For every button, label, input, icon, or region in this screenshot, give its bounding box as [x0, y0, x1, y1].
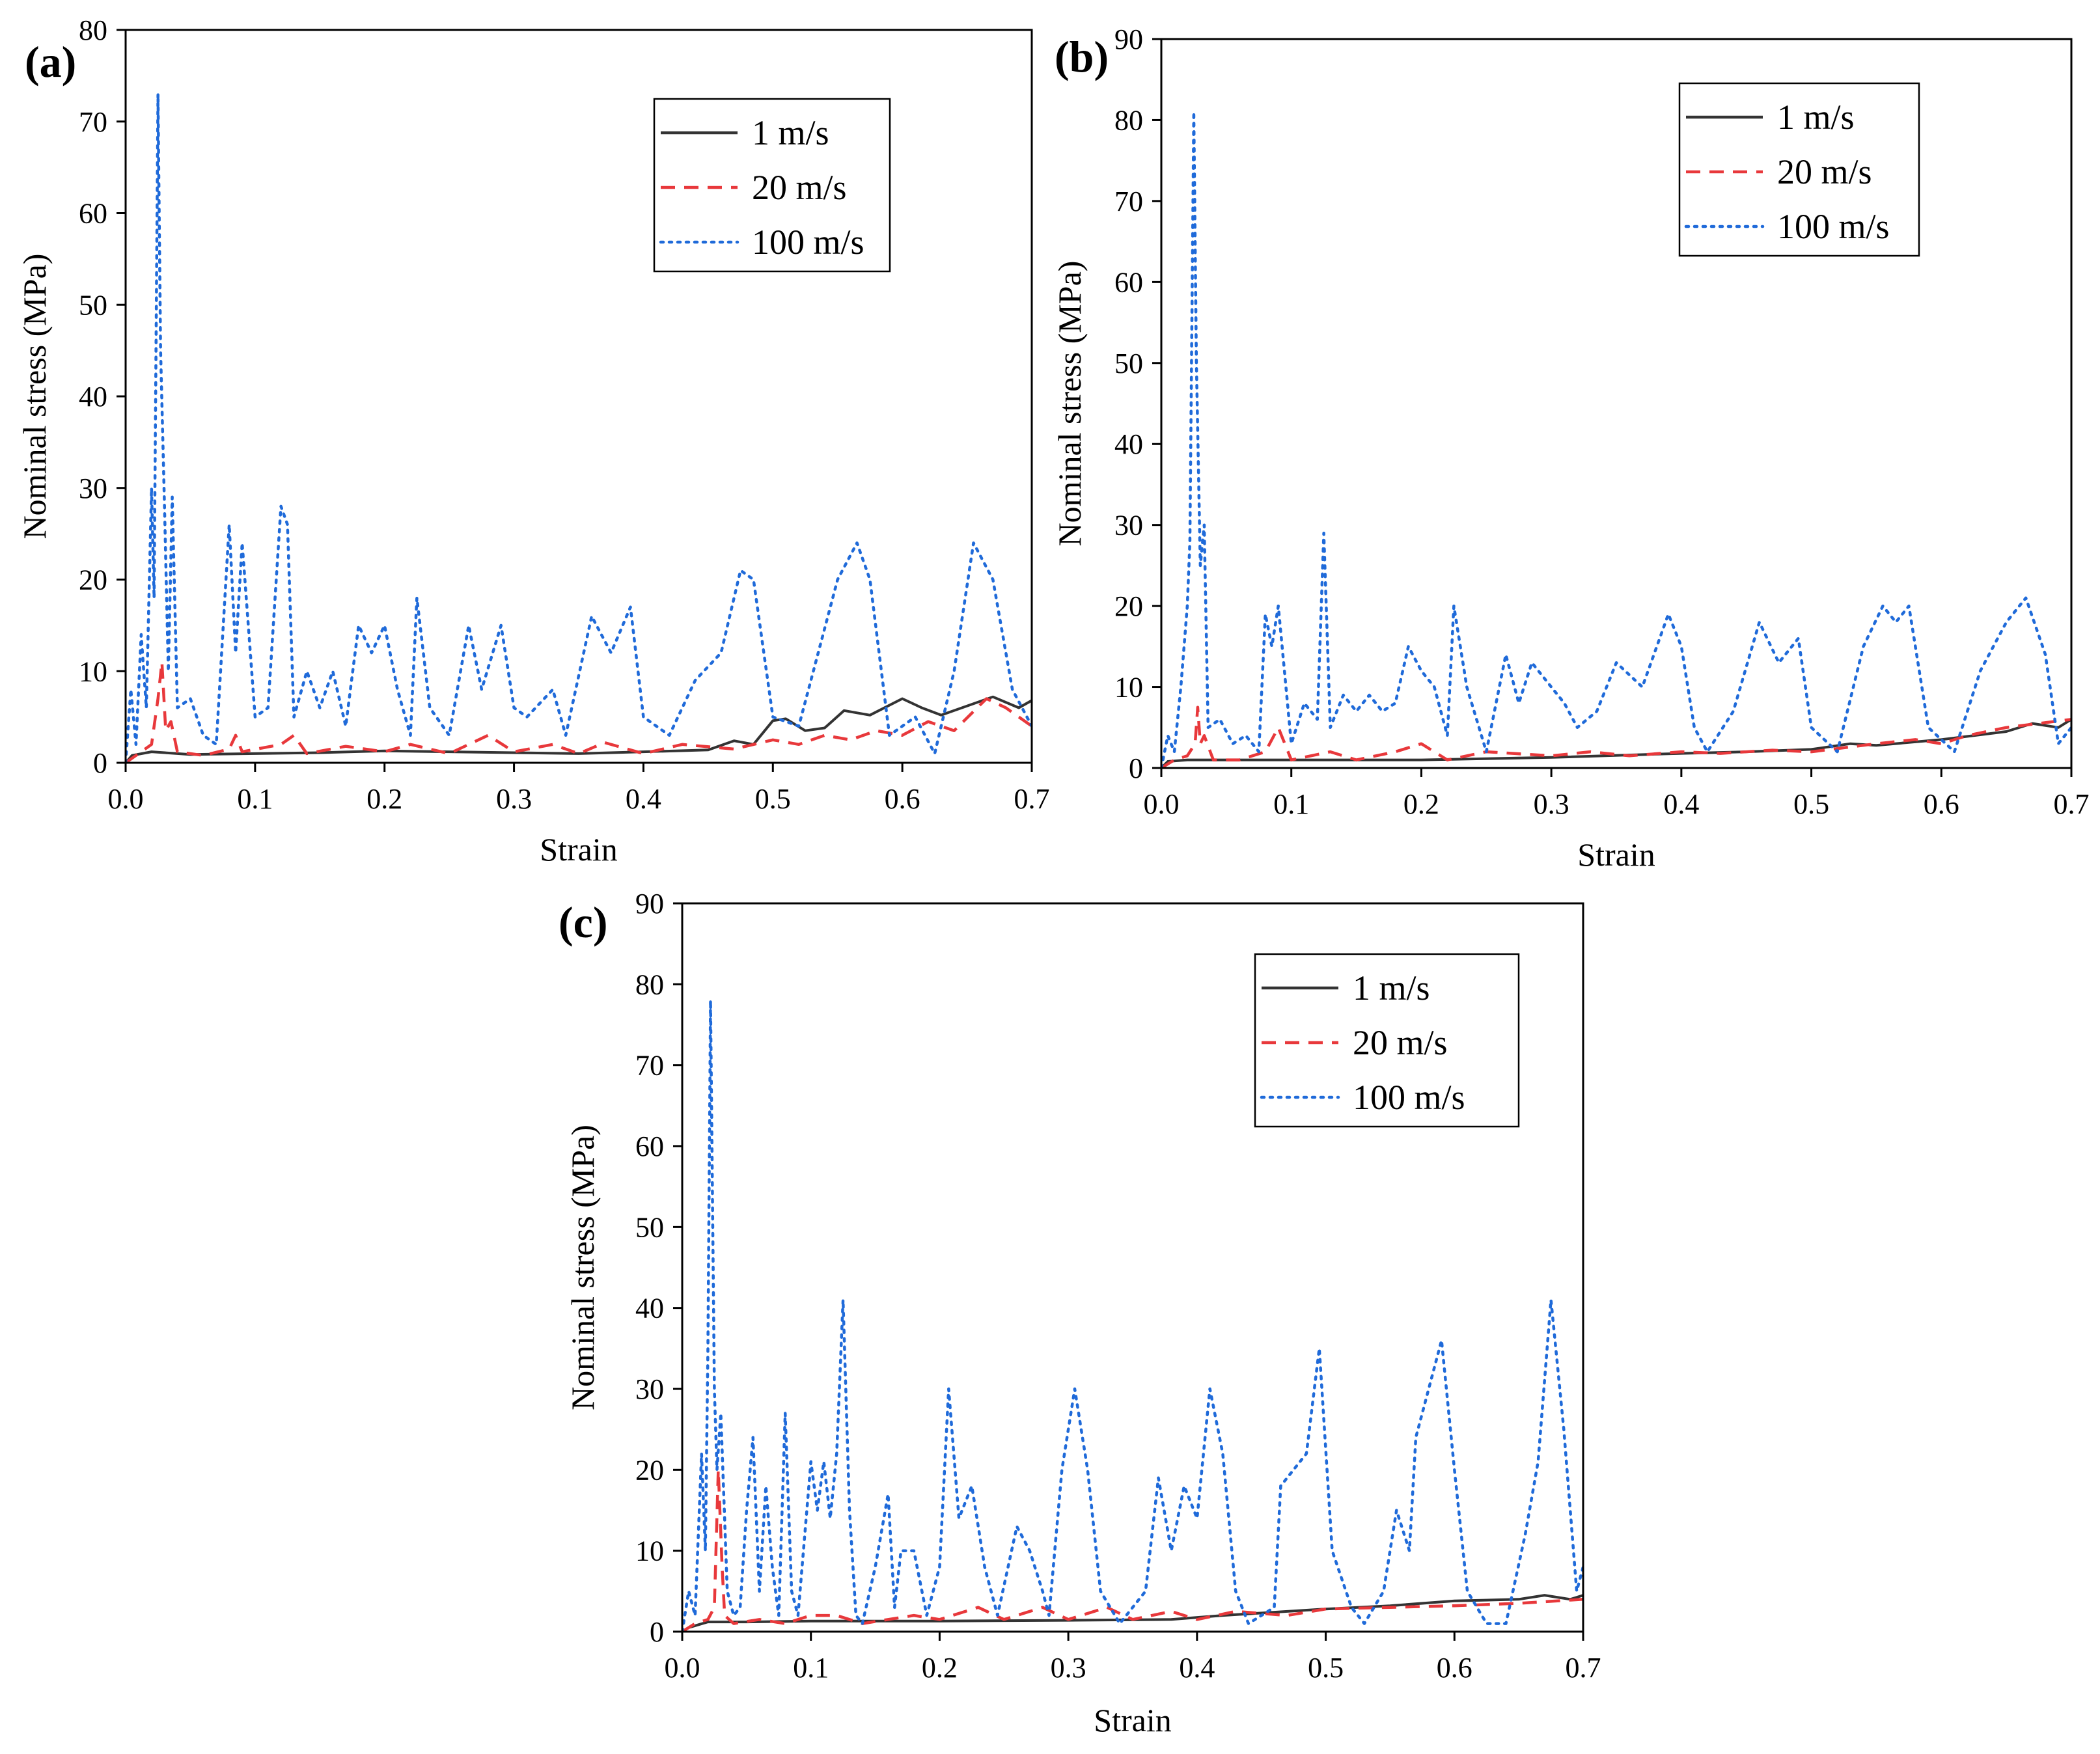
y-tick-label: 50	[635, 1211, 664, 1243]
series-line-1-m-s	[126, 695, 1032, 763]
series-line-100-m-s	[126, 92, 1032, 763]
legend-label: 20 m/s	[1777, 152, 1872, 191]
y-tick-label: 0	[1129, 752, 1143, 784]
series-line-100-m-s	[1161, 110, 2071, 768]
series-line-20-m-s	[1161, 706, 2071, 768]
x-tick-label: 0.7	[1014, 783, 1050, 815]
x-tick-label: 0.6	[1437, 1652, 1472, 1684]
x-tick-label: 0.7	[2054, 788, 2090, 820]
y-axis-title: Nominal stress (MPa)	[1051, 261, 1088, 547]
legend-label: 1 m/s	[1777, 98, 1855, 137]
chart-panel: 0.0 0.1 0.2 0.3 0.4 0.5 0.6 0.7 0 10 20 30 40 50 60 70 8…	[16, 14, 1050, 868]
y-tick-label: 60	[79, 198, 107, 230]
y-tick-label: 30	[635, 1373, 664, 1405]
legend-label: 100 m/s	[1777, 207, 1890, 246]
y-tick-label: 60	[1114, 266, 1143, 298]
y-tick-label: 20	[635, 1454, 664, 1486]
series-line-20-m-s	[682, 1468, 1583, 1632]
panel-label: (c)	[559, 898, 607, 947]
x-tick-label: 0.1	[237, 783, 273, 815]
x-axis-title: Strain	[540, 831, 617, 868]
legend: 1 m/s 20 m/s 100 m/s	[653, 98, 891, 273]
x-tick-label: 0.6	[885, 783, 920, 815]
x-tick-label: 0.1	[1273, 788, 1309, 820]
series-line-1-m-s	[682, 1594, 1583, 1632]
legend-label: 100 m/s	[752, 223, 864, 262]
chart-panel: 0.0 0.1 0.2 0.3 0.4 0.5 0.6 0.7 0 10 20 30 40 50 60 70 8…	[1051, 23, 2090, 873]
x-tick-label: 0.1	[793, 1652, 829, 1684]
series-line-20-m-s	[126, 660, 1032, 763]
legend: 1 m/s 20 m/s 100 m/s	[1254, 953, 1520, 1128]
y-tick-label: 0	[650, 1616, 664, 1648]
y-tick-label: 40	[1114, 428, 1143, 460]
y-tick-label: 10	[79, 655, 107, 687]
x-tick-label: 0.0	[1144, 788, 1180, 820]
y-tick-label: 40	[635, 1293, 664, 1324]
x-tick-label: 0.7	[1566, 1652, 1601, 1684]
y-tick-label: 80	[1114, 104, 1143, 136]
y-tick-label: 40	[79, 381, 107, 413]
y-tick-label: 90	[635, 888, 664, 920]
series-line-100-m-s	[682, 998, 1583, 1632]
x-tick-label: 0.4	[626, 783, 661, 815]
y-tick-label: 70	[1114, 185, 1143, 217]
panel-label: (b)	[1055, 32, 1109, 81]
legend-label: 1 m/s	[1353, 968, 1430, 1007]
x-tick-label: 0.5	[1793, 788, 1829, 820]
plot-frame	[681, 902, 1584, 1633]
y-tick-label: 50	[79, 289, 107, 321]
x-tick-label: 0.2	[366, 783, 402, 815]
y-tick-label: 90	[1114, 23, 1143, 55]
y-tick-label: 60	[635, 1131, 664, 1162]
plot-frame	[124, 29, 1033, 764]
x-axis-title: Strain	[1577, 836, 1655, 873]
y-tick-label: 20	[79, 564, 107, 596]
legend-label: 100 m/s	[1353, 1078, 1465, 1117]
x-tick-label: 0.3	[1051, 1652, 1086, 1684]
y-tick-label: 70	[79, 106, 107, 138]
y-tick-label: 30	[1114, 510, 1143, 541]
x-tick-label: 0.5	[755, 783, 791, 815]
y-tick-label: 0	[93, 747, 107, 779]
legend-label: 1 m/s	[752, 113, 829, 152]
y-axis-title: Nominal stress (MPa)	[564, 1125, 601, 1410]
y-tick-label: 70	[635, 1050, 664, 1082]
x-tick-label: 0.2	[1403, 788, 1439, 820]
x-tick-label: 0.2	[922, 1652, 958, 1684]
x-tick-label: 0.0	[108, 783, 144, 815]
legend-label: 20 m/s	[752, 168, 847, 207]
x-tick-label: 0.3	[496, 783, 532, 815]
x-tick-label: 0.3	[1534, 788, 1569, 820]
y-tick-label: 10	[635, 1535, 664, 1567]
y-axis-title: Nominal stress (MPa)	[16, 254, 53, 540]
legend-box	[1678, 82, 1920, 257]
legend-label: 20 m/s	[1353, 1023, 1448, 1062]
panel-label: (a)	[25, 37, 76, 87]
x-tick-label: 0.6	[1924, 788, 1959, 820]
y-tick-label: 30	[79, 473, 107, 504]
x-tick-label: 0.5	[1308, 1652, 1344, 1684]
y-tick-label: 50	[1114, 348, 1143, 379]
x-tick-label: 0.4	[1663, 788, 1699, 820]
plot-frame	[1160, 38, 2073, 769]
chart-panel: 0.0 0.1 0.2 0.3 0.4 0.5 0.6 0.7 0 10 20 30 40 50 60 70 8…	[559, 888, 1601, 1738]
x-axis-title: Strain	[1094, 1702, 1171, 1738]
y-tick-label: 80	[79, 14, 107, 46]
x-tick-label: 0.4	[1179, 1652, 1215, 1684]
y-tick-label: 10	[1114, 672, 1143, 704]
y-tick-label: 20	[1114, 590, 1143, 622]
y-tick-label: 80	[635, 968, 664, 1000]
legend: 1 m/s 20 m/s 100 m/s	[1678, 82, 1920, 257]
x-tick-label: 0.0	[665, 1652, 700, 1684]
